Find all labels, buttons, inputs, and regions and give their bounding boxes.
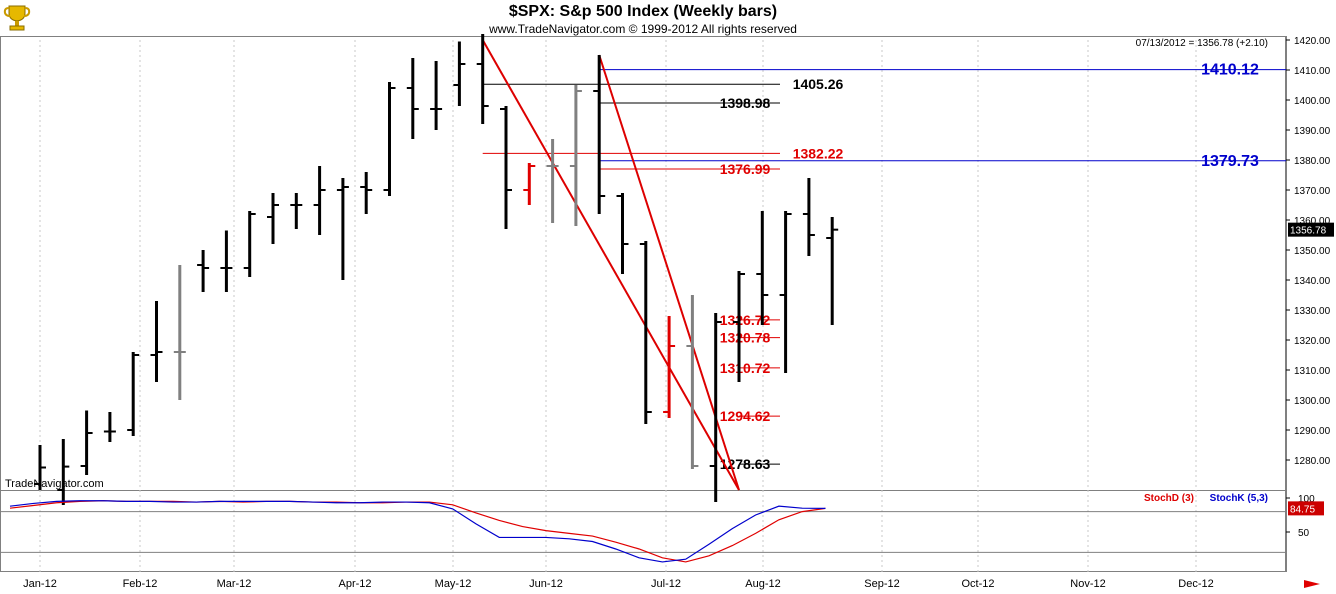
x-tick-label: Apr-12 (338, 578, 371, 590)
y-tick-label: 1390.00 (1294, 126, 1331, 137)
trophy-logo-icon (3, 5, 31, 31)
level-label: 1382.22 (793, 145, 844, 161)
level-label: 1294.62 (720, 408, 771, 424)
chart-header: $SPX: S&p 500 Index (Weekly bars) www.Tr… (0, 0, 1286, 36)
x-tick-label: Mar-12 (217, 578, 252, 590)
x-tick-label: Jul-12 (651, 578, 681, 590)
stoch-value-tag (1288, 501, 1324, 516)
x-tick-label: Dec-12 (1178, 578, 1213, 590)
last-price-info: 07/13/2012 = 1356.78 (+2.10) (1136, 38, 1268, 49)
level-label: 1376.99 (720, 161, 771, 177)
x-tick-label: Aug-12 (745, 578, 780, 590)
level-label: 1320.78 (720, 330, 771, 346)
y-tick-label: 1300.00 (1294, 396, 1331, 407)
level-label: 1326.72 (720, 312, 771, 328)
y-tick-label: 1370.00 (1294, 186, 1331, 197)
legend-stochD: StochD (3) (1144, 493, 1194, 504)
y-tick-label: 1400.00 (1294, 96, 1331, 107)
y-tick-label: 1290.00 (1294, 426, 1331, 437)
stoch-tick-label: 50 (1298, 528, 1310, 539)
y-tick-label: 1330.00 (1294, 306, 1331, 317)
level-label: 1310.72 (720, 360, 771, 376)
x-tick-label: Jan-12 (23, 578, 57, 590)
stoch-tick-label: 100 (1298, 494, 1315, 505)
trendline (598, 54, 740, 491)
x-tick-label: May-12 (435, 578, 472, 590)
y-tick-label: 1280.00 (1294, 456, 1331, 467)
level-label: 1405.26 (793, 76, 844, 92)
current-price-tag (1288, 222, 1334, 237)
y-tick-label: 1350.00 (1294, 246, 1331, 257)
stoch-value-label: 84.75 (1290, 504, 1315, 515)
stoch-series-line (9, 500, 826, 563)
chart-frame (0, 36, 1286, 572)
x-tick-label: Nov-12 (1070, 578, 1105, 590)
legend-stochK: StochK (5,3) (1210, 493, 1268, 504)
y-tick-label: 1420.00 (1294, 36, 1331, 47)
level-label: 1379.73 (1201, 153, 1259, 170)
x-tick-label: Oct-12 (961, 578, 994, 590)
x-tick-label: Sep-12 (864, 578, 899, 590)
trendline (481, 39, 740, 491)
y-tick-label: 1380.00 (1294, 156, 1331, 167)
brand-watermark: TradeNavigator.com (5, 478, 104, 490)
level-label: 1410.12 (1201, 62, 1259, 79)
current-price-label: 1356.78 (1290, 226, 1327, 237)
scroll-right-arrow-icon[interactable] (1298, 576, 1326, 592)
y-tick-label: 1320.00 (1294, 336, 1331, 347)
y-tick-label: 1360.00 (1294, 216, 1331, 227)
x-tick-label: Jun-12 (529, 578, 563, 590)
y-tick-label: 1340.00 (1294, 276, 1331, 287)
y-tick-label: 1410.00 (1294, 66, 1331, 77)
y-tick-label: 1310.00 (1294, 366, 1331, 377)
chart-subtitle: www.TradeNavigator.com © 1999-2012 All r… (489, 22, 797, 36)
x-tick-label: Feb-12 (123, 578, 158, 590)
level-label: 1398.98 (720, 95, 771, 111)
chart-title: $SPX: S&p 500 Index (Weekly bars) (508, 3, 778, 20)
